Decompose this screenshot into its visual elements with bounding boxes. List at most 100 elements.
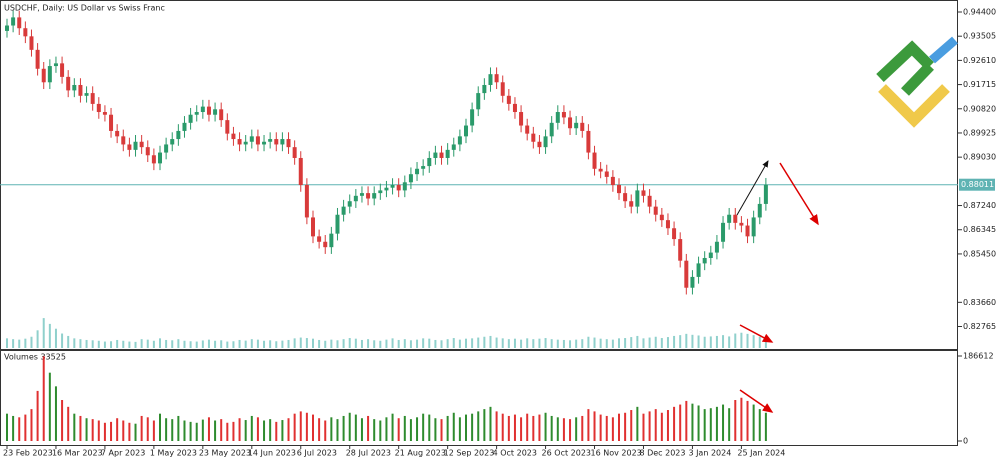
volume-bar <box>122 420 125 441</box>
x-tick-label: 12 Sep 2023 <box>444 449 495 458</box>
volume-bar <box>281 420 284 441</box>
candle-body <box>623 193 628 202</box>
volume-bar <box>360 418 363 441</box>
volume-bar <box>18 417 21 441</box>
volume-overlay-bar <box>501 338 504 348</box>
volume-overlay-bar <box>250 339 253 348</box>
volume-bar <box>312 414 314 441</box>
volume-bar <box>666 410 669 441</box>
y-tick-label: 186612 <box>963 352 994 361</box>
candle-body <box>378 190 383 194</box>
volume-overlay-bar <box>67 335 70 348</box>
volume-overlay-bar <box>18 339 21 348</box>
candle-body <box>629 201 634 207</box>
volume-overlay-bar <box>85 339 88 348</box>
candle-body <box>127 144 132 150</box>
y-tick-label: 0.86345 <box>963 225 996 234</box>
candle-body <box>341 206 346 215</box>
volume-overlay-bar <box>630 337 633 348</box>
volume-overlay-bar <box>642 338 645 348</box>
candle-body <box>347 201 352 207</box>
y-tick-label: 0.94400 <box>963 8 996 17</box>
candle-body <box>317 236 322 242</box>
volume-bar <box>642 413 645 441</box>
volume-bar <box>520 417 523 441</box>
volume-bar <box>61 400 64 441</box>
volume-bar <box>207 417 210 441</box>
volume-overlay-bar <box>507 339 510 348</box>
candle-body <box>384 187 389 191</box>
volume-overlay-bar <box>110 341 113 348</box>
candle-body <box>304 185 309 218</box>
volume-bar <box>152 420 155 441</box>
arrow-volume <box>739 324 774 343</box>
candle-body <box>164 144 169 153</box>
y-tick-label: 0.83660 <box>963 298 996 307</box>
candle-body <box>170 139 175 145</box>
volume-bar <box>513 414 516 441</box>
volume-overlay-bar <box>562 339 565 348</box>
volume-bar <box>477 411 480 441</box>
volume-bar <box>385 417 388 441</box>
volume-overlay-bar <box>214 340 217 348</box>
volume-overlay-bar <box>489 335 492 348</box>
candle-body <box>543 136 548 148</box>
candle-body <box>708 252 713 258</box>
volume-overlay-bar <box>764 338 767 348</box>
candle-body <box>231 133 236 140</box>
volume-bar <box>550 415 553 441</box>
volume-overlay-bar <box>593 337 596 348</box>
volume-bar <box>324 420 327 441</box>
candle-body <box>464 125 468 137</box>
volume-bar <box>305 412 308 441</box>
volume-bar <box>581 415 584 441</box>
volume-overlay-bar <box>556 339 559 348</box>
volume-overlay-bar <box>122 340 125 348</box>
x-tick-label: 26 Oct 2023 <box>542 449 591 458</box>
candle-body <box>763 184 768 204</box>
candle-body <box>635 190 640 207</box>
candle-body <box>286 139 291 148</box>
candle-body <box>372 193 377 199</box>
x-tick-label: 4 Oct 2023 <box>493 449 537 458</box>
volume-overlay-bar <box>722 335 725 348</box>
candle-body <box>200 106 205 113</box>
x-tick-label: 23 May 2023 <box>199 449 251 458</box>
volume-bar <box>483 409 486 441</box>
candle-body <box>549 122 554 137</box>
volume-overlay-bar <box>679 335 682 348</box>
candle-body <box>90 93 95 104</box>
volume-bar <box>293 413 296 441</box>
volume-overlay-bar <box>287 339 290 348</box>
volume-overlay-bar <box>360 339 363 348</box>
volume-bar <box>299 411 302 441</box>
volume-overlay-bar <box>189 341 192 348</box>
volume-overlay-bar <box>116 339 119 348</box>
volume-bar <box>103 422 106 441</box>
candle-body <box>525 125 530 134</box>
candle-body <box>561 112 566 118</box>
candle-body <box>598 168 603 172</box>
volume-overlay-bar <box>532 339 535 348</box>
volume-overlay-bar <box>605 339 608 348</box>
candle-body <box>488 74 493 85</box>
volume-bar <box>97 420 100 441</box>
candle-body <box>519 112 524 126</box>
volume-bar <box>379 420 382 441</box>
candle-body <box>78 84 83 96</box>
volume-bar <box>30 409 33 441</box>
volume-overlay-bar <box>666 337 669 348</box>
volume-bar <box>128 422 131 441</box>
candle-body <box>121 136 126 145</box>
volume-overlay-bar <box>275 341 278 348</box>
y-tick-label: 0 <box>963 437 968 446</box>
volume-overlay-bar <box>446 339 449 348</box>
candle-body <box>733 214 738 223</box>
volume-overlay-bar <box>318 339 321 348</box>
candle-body <box>323 241 328 248</box>
volume-overlay-bar <box>611 339 614 348</box>
volume-bar <box>679 404 682 441</box>
candle-body <box>451 144 456 150</box>
candle-body <box>66 76 71 91</box>
candle-body <box>512 103 517 113</box>
